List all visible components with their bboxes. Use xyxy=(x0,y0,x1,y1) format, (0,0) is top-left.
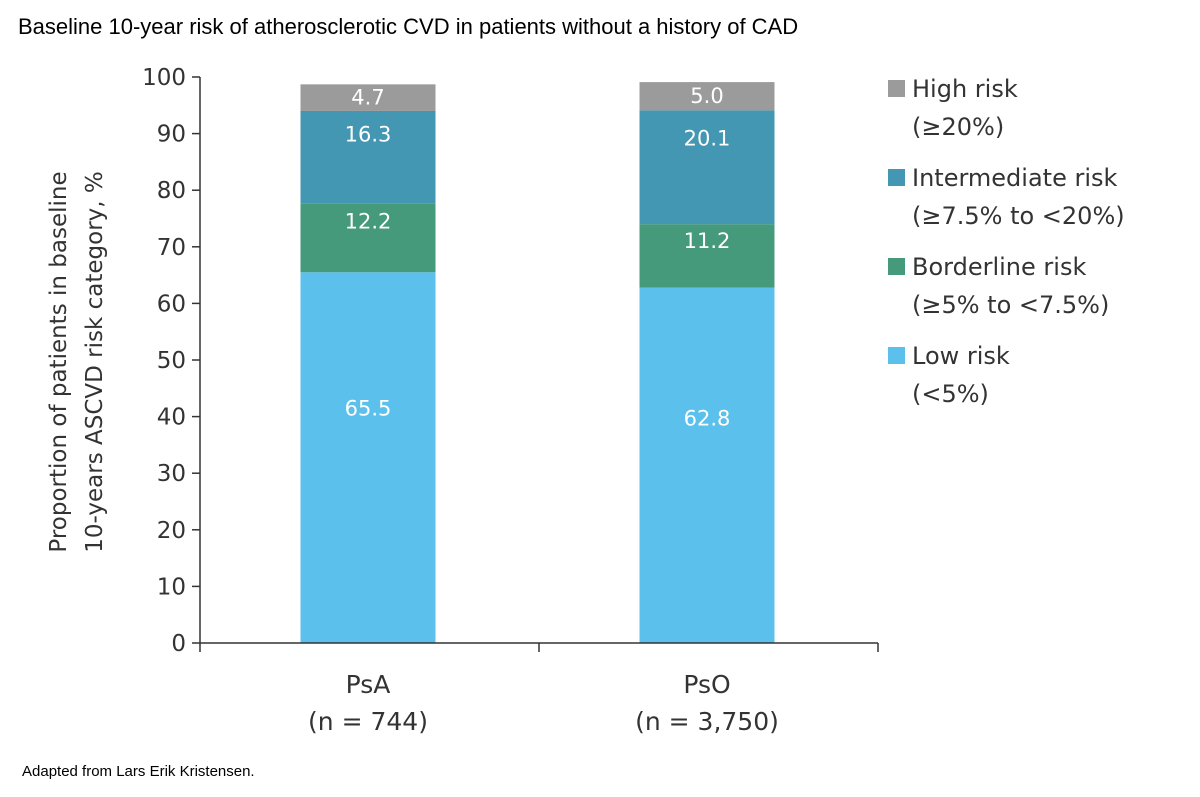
legend-swatch xyxy=(888,347,905,364)
y-tick-label: 50 xyxy=(157,348,186,374)
y-axis-label-line: Proportion of patients in baseline xyxy=(46,171,72,552)
bar-segment xyxy=(639,82,775,111)
data-label: 65.5 xyxy=(345,397,392,421)
bars: 65.5 12.2 16.3 4.7 62.8 11.2 20.1 5.0 xyxy=(300,82,775,643)
bar-segment xyxy=(639,287,775,643)
legend-item-label: Intermediate risk xyxy=(912,164,1118,192)
y-tick-label: 0 xyxy=(171,631,186,657)
legend-item-label: High risk xyxy=(912,75,1018,103)
x-category-sublabel: (n = 744) xyxy=(308,707,428,736)
x-category-label: PsA xyxy=(346,670,391,699)
legend-swatch xyxy=(888,258,905,275)
y-tick-label: 70 xyxy=(157,235,186,261)
bar-segment xyxy=(300,203,436,273)
legend-item-detail: (<5%) xyxy=(912,380,989,408)
source-note: Adapted from Lars Erik Kristensen. xyxy=(22,763,255,780)
legend-swatch xyxy=(888,80,905,97)
bar-segment xyxy=(300,84,436,111)
x-axis: PsA (n = 744) PsO (n = 3,750) xyxy=(199,642,879,736)
y-axis-label-group: Proportion of patients in baseline 10-yea… xyxy=(46,171,108,553)
legend-item-label: Borderline risk xyxy=(912,253,1086,281)
y-tick-label: 60 xyxy=(157,291,186,317)
bar-segment xyxy=(300,272,436,643)
legend-swatch xyxy=(888,169,905,186)
data-label: 4.7 xyxy=(351,86,384,110)
bar-segment xyxy=(639,110,775,225)
x-category-label: PsO xyxy=(683,670,730,699)
data-label: 16.3 xyxy=(345,122,392,146)
legend-item-label: Low risk xyxy=(912,342,1010,370)
data-label: 12.2 xyxy=(345,209,392,233)
legend-item-detail: (≥5% to <7.5%) xyxy=(912,291,1109,319)
bar-segment xyxy=(639,224,775,288)
y-tick-label: 80 xyxy=(157,178,186,204)
y-axis-label-line: 10-years ASCVD risk category, % xyxy=(82,171,108,553)
y-tick-label: 90 xyxy=(157,122,186,148)
data-label: 20.1 xyxy=(684,126,731,150)
y-tick-label: 20 xyxy=(157,518,186,544)
data-label: 5.0 xyxy=(690,84,723,108)
y-tick-label: 30 xyxy=(157,461,186,487)
y-tick-label: 40 xyxy=(157,405,186,431)
y-tick-label: 10 xyxy=(157,574,186,600)
legend: High risk (≥20%) Intermediate risk (≥7.5% t… xyxy=(888,75,1125,408)
bar-segment xyxy=(300,110,436,204)
x-category-sublabel: (n = 3,750) xyxy=(635,707,779,736)
y-tick-label: 100 xyxy=(142,65,186,91)
data-label: 62.8 xyxy=(684,407,731,431)
chart-title: Baseline 10-year risk of atherosclerotic… xyxy=(18,14,799,39)
y-axis-label: Proportion of patients in baseline 10-yea… xyxy=(46,171,108,553)
legend-item-detail: (≥20%) xyxy=(912,113,1004,141)
y-axis: 0 10 20 30 40 50 60 70 80 90 100 xyxy=(142,65,201,657)
legend-item-detail: (≥7.5% to <20%) xyxy=(912,202,1125,230)
data-label: 11.2 xyxy=(684,229,731,253)
